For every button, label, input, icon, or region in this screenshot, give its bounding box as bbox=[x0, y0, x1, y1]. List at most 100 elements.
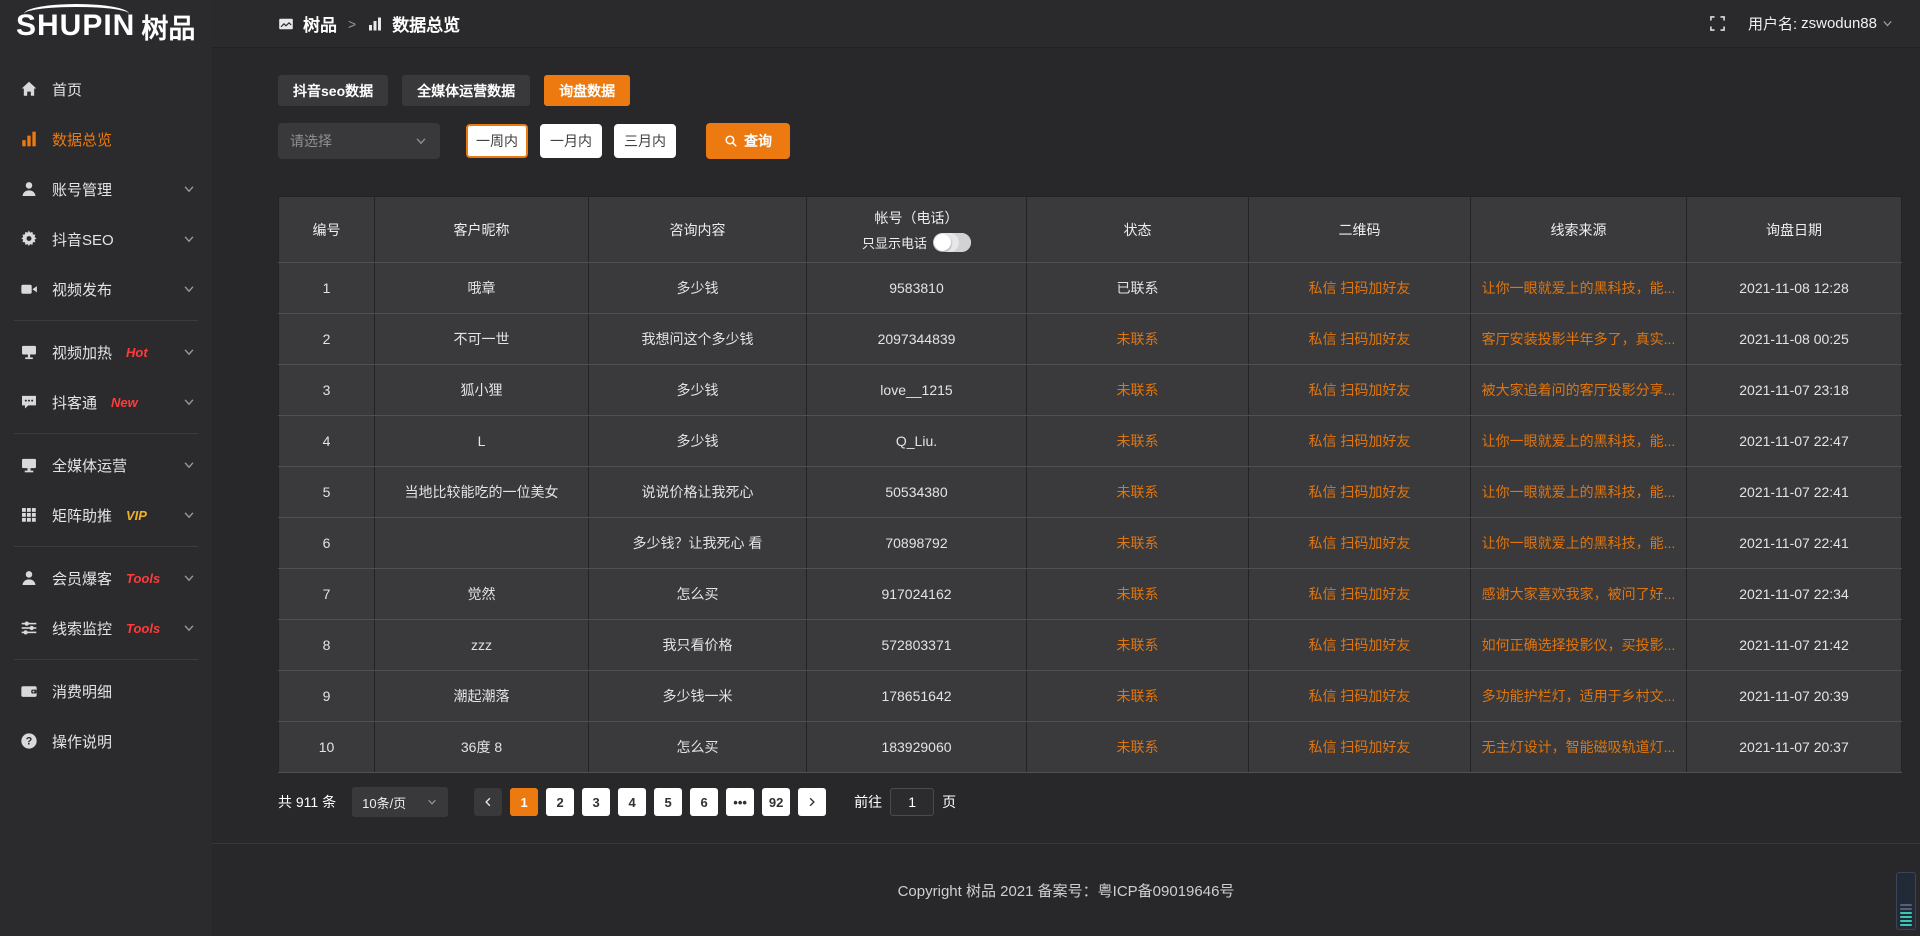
account-phone: 572803371 bbox=[806, 619, 1027, 671]
sidebar-item-account-manage[interactable]: 账号管理 bbox=[0, 164, 212, 214]
table-panel: 编号 客户昵称 咨询内容 帐号（电话） 只显示电话 状态 二维码 线索来源 bbox=[278, 196, 1902, 773]
date-range-group: 一周内 一月内 三月内 bbox=[466, 124, 676, 158]
clue-source-link[interactable]: 多功能护栏灯，适用于乡村文... bbox=[1470, 670, 1687, 722]
prev-page-button[interactable] bbox=[474, 788, 503, 816]
page-button-3[interactable]: 3 bbox=[582, 788, 611, 816]
sidebar-item-badge: Tools bbox=[126, 620, 161, 636]
clue-source-link[interactable]: 被大家追着问的客厅投影分享... bbox=[1470, 364, 1687, 416]
clue-source-link[interactable]: 客厅安装投影半年多了，真实... bbox=[1470, 313, 1687, 365]
sidebar-item-consume-detail[interactable]: 消费明细 bbox=[0, 666, 212, 716]
inquiry-date: 2021-11-07 22:34 bbox=[1686, 568, 1902, 620]
breadcrumb-root[interactable]: 树品 bbox=[303, 16, 337, 35]
sidebar-item-help[interactable]: ? 操作说明 bbox=[0, 716, 212, 766]
home-icon bbox=[20, 80, 38, 98]
date-range-button-3[interactable]: 三月内 bbox=[614, 124, 676, 158]
search-button-label: 查询 bbox=[744, 133, 772, 149]
qrcode-link[interactable]: 私信 扫码加好友 bbox=[1248, 517, 1471, 569]
sliders-icon bbox=[20, 619, 38, 637]
page-button-5[interactable]: 5 bbox=[654, 788, 683, 816]
account-phone: love__1215 bbox=[806, 364, 1027, 416]
col-header-account: 帐号（电话） 只显示电话 bbox=[806, 196, 1027, 263]
date-range-button-2[interactable]: 一月内 bbox=[540, 124, 602, 158]
inquiry-content: 多少钱一米 bbox=[588, 670, 807, 722]
chevron-down-icon bbox=[426, 796, 438, 808]
qrcode-link[interactable]: 私信 扫码加好友 bbox=[1248, 721, 1471, 773]
sidebar-item-home[interactable]: 首页 bbox=[0, 64, 212, 114]
clue-source-link[interactable]: 感谢大家喜欢我家，被问了好... bbox=[1470, 568, 1687, 620]
fullscreen-icon[interactable] bbox=[1709, 15, 1726, 32]
sidebar-item-label: 抖音SEO bbox=[52, 231, 114, 249]
col-header-status: 状态 bbox=[1026, 196, 1249, 263]
sidebar-item-matrix-boost[interactable]: 矩阵助推 VIP bbox=[0, 490, 212, 540]
chevron-down-icon bbox=[414, 134, 428, 148]
clue-source-link[interactable]: 让你一眼就爱上的黑科技，能... bbox=[1470, 466, 1687, 518]
customer-nickname bbox=[374, 517, 589, 569]
col-header-content: 咨询内容 bbox=[588, 196, 807, 263]
clue-source-link[interactable]: 让你一眼就爱上的黑科技，能... bbox=[1470, 517, 1687, 569]
next-page-button[interactable] bbox=[798, 788, 827, 816]
page-button-1[interactable]: 1 bbox=[510, 788, 539, 816]
floating-widget[interactable] bbox=[1896, 872, 1916, 930]
page-jump: 前往 页 bbox=[854, 788, 956, 816]
breadcrumb-separator: > bbox=[348, 15, 357, 32]
sidebar-divider bbox=[14, 433, 198, 434]
table-header-row: 编号 客户昵称 咨询内容 帐号（电话） 只显示电话 状态 二维码 线索来源 bbox=[278, 196, 1902, 263]
chevron-down-icon bbox=[182, 395, 196, 409]
sidebar-item-clue-monitor[interactable]: 线索监控 Tools bbox=[0, 603, 212, 653]
contact-status: 未联系 bbox=[1026, 517, 1249, 569]
customer-nickname: 当地比较能吃的一位美女 bbox=[374, 466, 589, 518]
contact-status: 未联系 bbox=[1026, 313, 1249, 365]
sidebar-item-douyin-seo[interactable]: 抖音SEO bbox=[0, 214, 212, 264]
phone-only-toggle[interactable] bbox=[933, 232, 971, 252]
user-menu[interactable]: 用户名: zswodun88 bbox=[1748, 13, 1894, 34]
filter-select[interactable]: 请选择 bbox=[278, 123, 440, 159]
chevron-right-icon bbox=[806, 796, 818, 808]
sidebar-item-label: 矩阵助推 bbox=[52, 507, 113, 525]
chevron-left-icon bbox=[482, 796, 494, 808]
qrcode-link[interactable]: 私信 扫码加好友 bbox=[1248, 313, 1471, 365]
tab-inquiry-data[interactable]: 询盘数据 bbox=[544, 75, 631, 106]
sidebar-item-data-overview[interactable]: 数据总览 bbox=[0, 114, 212, 164]
search-button[interactable]: 查询 bbox=[706, 123, 790, 159]
qrcode-link[interactable]: 私信 扫码加好友 bbox=[1248, 415, 1471, 467]
clue-source-link[interactable]: 让你一眼就爱上的黑科技，能... bbox=[1470, 262, 1687, 314]
qrcode-link[interactable]: 私信 扫码加好友 bbox=[1248, 670, 1471, 722]
contact-status: 已联系 bbox=[1026, 262, 1249, 314]
clue-source-link[interactable]: 无主灯设计，智能磁吸轨道灯... bbox=[1470, 721, 1687, 773]
data-tabs: 抖音seo数据 全媒体运营数据 询盘数据 bbox=[278, 75, 1902, 106]
inquiry-content: 我只看价格 bbox=[588, 619, 807, 671]
page-button-6[interactable]: 6 bbox=[690, 788, 719, 816]
date-range-button-1[interactable]: 一周内 bbox=[466, 124, 528, 158]
inquiry-content: 多少钱 bbox=[588, 364, 807, 416]
grid-icon bbox=[20, 506, 38, 524]
inquiry-date: 2021-11-07 22:41 bbox=[1686, 517, 1902, 569]
qrcode-link[interactable]: 私信 扫码加好友 bbox=[1248, 364, 1471, 416]
inquiry-content: 多少钱？让我死心 看 bbox=[588, 517, 807, 569]
sidebar-item-video-heat[interactable]: 视频加热 Hot bbox=[0, 327, 212, 377]
row-no: 9 bbox=[278, 670, 375, 722]
goto-page-input[interactable] bbox=[890, 788, 935, 816]
qrcode-link[interactable]: 私信 扫码加好友 bbox=[1248, 619, 1471, 671]
sidebar-item-video-publish[interactable]: 视频发布 bbox=[0, 264, 212, 314]
sidebar-item-label: 操作说明 bbox=[52, 733, 113, 751]
table-row: 9 潮起潮落 多少钱一米 178651642 未联系 私信 扫码加好友 多功能护栏灯，适用于… bbox=[278, 670, 1902, 722]
inquiry-table: 编号 客户昵称 咨询内容 帐号（电话） 只显示电话 状态 二维码 线索来源 bbox=[278, 196, 1902, 773]
qrcode-link[interactable]: 私信 扫码加好友 bbox=[1248, 568, 1471, 620]
page-button-92[interactable]: 92 bbox=[762, 788, 791, 816]
page-size-select[interactable]: 10条/页 bbox=[352, 787, 449, 817]
tab-media-operation-data[interactable]: 全媒体运营数据 bbox=[402, 75, 531, 106]
clue-source-link[interactable]: 如何正确选择投影仪，买投影... bbox=[1470, 619, 1687, 671]
gear-icon bbox=[20, 230, 38, 248]
qrcode-link[interactable]: 私信 扫码加好友 bbox=[1248, 466, 1471, 518]
sidebar-item-douketong[interactable]: 抖客通 New bbox=[0, 377, 212, 427]
page-button-4[interactable]: 4 bbox=[618, 788, 647, 816]
sidebar-item-media-operation[interactable]: 全媒体运营 bbox=[0, 440, 212, 490]
tab-douyin-seo-data[interactable]: 抖音seo数据 bbox=[278, 75, 389, 106]
sidebar-item-member-baoke[interactable]: 会员爆客 Tools bbox=[0, 553, 212, 603]
page-size-value: 10条/页 bbox=[362, 795, 407, 811]
customer-nickname: 狐小狸 bbox=[374, 364, 589, 416]
page-button-2[interactable]: 2 bbox=[546, 788, 575, 816]
page-ellipsis-button[interactable]: ••• bbox=[726, 788, 755, 816]
qrcode-link[interactable]: 私信 扫码加好友 bbox=[1248, 262, 1471, 314]
clue-source-link[interactable]: 让你一眼就爱上的黑科技，能... bbox=[1470, 415, 1687, 467]
